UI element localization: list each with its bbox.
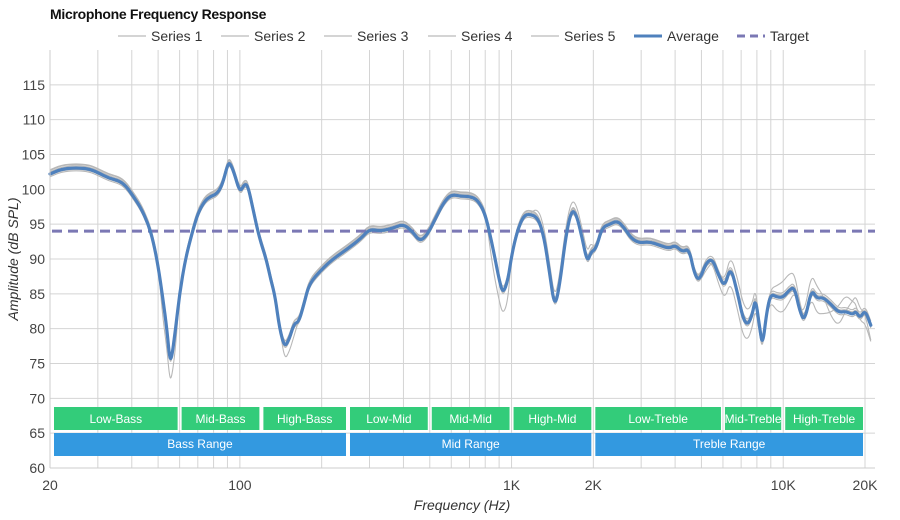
chart-title: Microphone Frequency Response xyxy=(50,6,267,22)
band-label: High-Treble xyxy=(793,412,856,426)
band-label: Mid-Mid xyxy=(449,412,492,426)
y-tick-label: 115 xyxy=(23,77,46,93)
band-bass-range xyxy=(54,433,346,456)
legend: Series 1 Series 2 Series 3 Series 4 Series 5… xyxy=(118,28,809,44)
x-tick-label: 100 xyxy=(228,477,252,493)
y-axis-label: Amplitude (dB SPL) xyxy=(5,198,21,322)
series-group xyxy=(48,158,875,379)
legend-item-series-2: Series 2 xyxy=(221,28,306,44)
band-label: High-Mid xyxy=(528,412,576,426)
legend-item-average: Average xyxy=(634,28,719,44)
band-label: Mid-Bass xyxy=(196,412,246,426)
x-tick-label: 20 xyxy=(42,477,58,493)
y-tick-label: 95 xyxy=(29,216,45,232)
band-treble-range xyxy=(595,433,863,456)
band-high-mid xyxy=(513,407,592,430)
y-tick-label: 60 xyxy=(29,460,45,476)
legend-label: Series 2 xyxy=(254,28,306,44)
legend-item-series-3: Series 3 xyxy=(324,28,409,44)
series-1-line xyxy=(49,158,872,355)
x-tick-label: 20K xyxy=(853,477,879,493)
grid xyxy=(49,50,875,469)
y-tick-label: 110 xyxy=(23,112,46,128)
band-label: Mid-Treble xyxy=(725,412,782,426)
y-tick-label: 65 xyxy=(29,425,45,441)
legend-item-target: Target xyxy=(737,28,809,44)
axes: 60 65 70 75 80 85 90 95 100 105 110 115 20 100 1K 2K 10K… xyxy=(22,50,878,493)
band-label: Low-Treble xyxy=(628,412,688,426)
band-label: Treble Range xyxy=(693,437,766,451)
y-tick-label: 80 xyxy=(29,321,45,337)
band-label: Low-Bass xyxy=(89,412,142,426)
band-label: High-Bass xyxy=(277,412,332,426)
frequency-bands: Low-Bass Mid-Bass High-Bass Low-Mid Mid-Mid H… xyxy=(54,407,863,456)
band-mid-bass xyxy=(181,407,260,430)
band-mid-treble xyxy=(724,407,782,430)
x-tick-label: 1K xyxy=(503,477,521,493)
band-mid-mid xyxy=(431,407,510,430)
x-axis-label: Frequency (Hz) xyxy=(414,497,510,513)
y-tick-label: 85 xyxy=(29,286,45,302)
legend-item-series-4: Series 4 xyxy=(428,28,513,44)
band-label: Mid Range xyxy=(442,437,500,451)
legend-item-series-1: Series 1 xyxy=(118,28,203,44)
legend-label: Average xyxy=(667,28,719,44)
x-tick-label: 10K xyxy=(771,477,797,493)
y-tick-label: 70 xyxy=(29,390,45,406)
legend-label: Series 5 xyxy=(564,28,616,44)
band-low-bass xyxy=(54,407,178,430)
y-tick-label: 75 xyxy=(29,356,45,372)
average-line xyxy=(48,162,873,361)
legend-label: Series 3 xyxy=(357,28,409,44)
legend-label: Series 4 xyxy=(461,28,513,44)
y-tick-label: 100 xyxy=(22,181,46,197)
band-label: Bass Range xyxy=(167,437,233,451)
band-low-mid xyxy=(349,407,428,430)
x-tick-label: 2K xyxy=(585,477,603,493)
band-label: Low-Mid xyxy=(366,412,411,426)
band-high-treble xyxy=(785,407,863,430)
band-high-bass xyxy=(263,407,346,430)
legend-label: Target xyxy=(770,28,809,44)
legend-label: Series 1 xyxy=(151,28,203,44)
legend-item-series-5: Series 5 xyxy=(531,28,616,44)
y-tick-label: 90 xyxy=(29,251,45,267)
y-tick-label: 105 xyxy=(22,147,46,163)
band-mid-range xyxy=(349,433,592,456)
band-low-treble xyxy=(595,407,721,430)
